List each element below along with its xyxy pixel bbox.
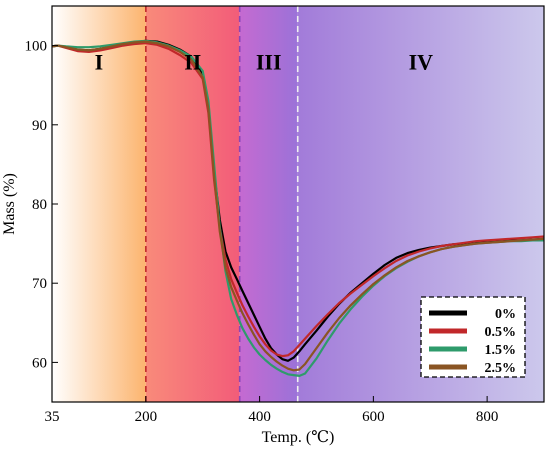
legend: 0% 0.5% 1.5% 2.5% (420, 296, 526, 378)
y-tick-label: 70 (32, 276, 47, 292)
y-tick-label: 60 (32, 355, 47, 371)
legend-label-1: 0% (495, 307, 516, 322)
region-2-background (145, 6, 240, 402)
legend-box (420, 296, 526, 378)
region-3-background (239, 6, 298, 402)
region-3-label: III (256, 49, 282, 74)
x-axis-ticks: 35 200 400 600 800 (45, 396, 499, 425)
series-lines (51, 39, 545, 377)
series-line-2 (51, 42, 545, 358)
x-tick-label: 400 (248, 409, 271, 425)
x-tick-label: 800 (476, 409, 499, 425)
y-tick-label: 100 (25, 39, 48, 55)
x-tick-label: 200 (135, 409, 158, 425)
region-4-label: IV (409, 49, 434, 74)
region-1-label: I (95, 49, 104, 74)
series-line-4 (51, 40, 545, 372)
legend-label-3: 1.5% (485, 343, 517, 358)
legend-label-4: 2.5% (485, 361, 517, 376)
region-labels: I II III IV (95, 49, 434, 74)
region-2-label: II (184, 49, 201, 74)
y-axis-ticks: 60 70 80 90 100 (25, 39, 58, 371)
y-tick-label: 80 (32, 197, 47, 213)
x-axis-title: Temp. (℃) (262, 429, 335, 446)
region-1-background (52, 6, 146, 402)
legend-label-2: 0.5% (485, 325, 517, 340)
region-boundaries (145, 6, 299, 402)
x-tick-label: 35 (45, 409, 60, 425)
y-axis-title: Mass (%) (1, 173, 18, 235)
x-tick-label: 600 (362, 409, 385, 425)
y-tick-label: 90 (32, 118, 47, 134)
